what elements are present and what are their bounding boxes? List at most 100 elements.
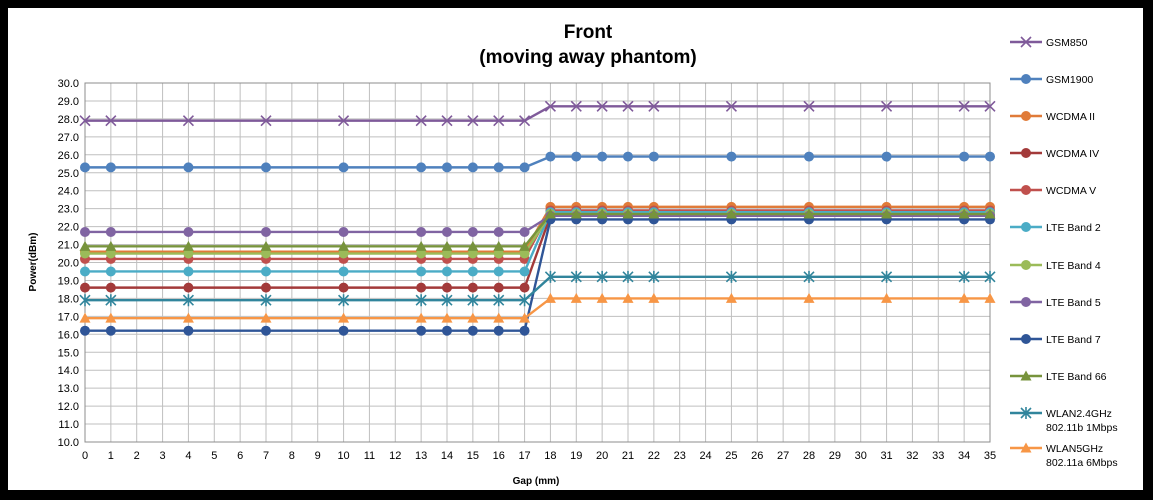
y-tick-label: 15.0 [58, 347, 79, 359]
data-point [648, 292, 660, 303]
data-point [519, 162, 530, 173]
x-tick-label: 34 [958, 450, 970, 462]
x-tick-label: 28 [803, 450, 815, 462]
data-point [648, 208, 660, 219]
x-tick-label: 20 [596, 450, 608, 462]
data-point [182, 115, 194, 127]
x-tick-label: 33 [932, 450, 944, 462]
data-point [416, 162, 427, 173]
data-point [519, 312, 531, 323]
data-point [803, 292, 815, 303]
y-tick-label: 17.0 [58, 311, 79, 323]
y-tick-label: 29.0 [58, 96, 79, 108]
data-point [519, 240, 531, 251]
data-point [596, 270, 608, 283]
data-point [467, 294, 479, 307]
legend-label: 802.11a 6Mbps [1046, 457, 1118, 469]
data-point [338, 294, 350, 307]
data-point [493, 325, 504, 336]
data-point [984, 208, 996, 219]
data-point [441, 115, 453, 127]
data-point [493, 294, 505, 307]
data-point [1021, 260, 1031, 270]
data-point [105, 294, 117, 307]
series-line [79, 270, 996, 307]
data-point [597, 151, 608, 162]
legend-entry: WCDMA II [1010, 111, 1095, 123]
legend-label: LTE Band 7 [1046, 334, 1101, 346]
legend-label: LTE Band 2 [1046, 222, 1101, 234]
data-point [415, 115, 427, 127]
data-point [105, 240, 117, 251]
x-tick-label: 9 [315, 450, 321, 462]
legend-label: 802.11b 1Mbps [1046, 422, 1118, 434]
legend-label: GSM850 [1046, 37, 1088, 49]
data-point [803, 208, 815, 219]
legend-entry: GSM850 [1010, 36, 1088, 49]
data-point [441, 240, 453, 251]
data-point [442, 282, 452, 293]
data-point [519, 282, 530, 293]
data-point [80, 325, 90, 336]
data-point [442, 162, 452, 173]
data-point [183, 226, 194, 237]
legend-entry: LTE Band 5 [1010, 297, 1101, 309]
data-point [442, 266, 452, 277]
data-point [260, 294, 272, 307]
data-point [442, 325, 452, 336]
data-point [415, 294, 427, 307]
data-point [958, 270, 970, 283]
data-point [1020, 36, 1032, 48]
x-tick-label: 6 [237, 450, 243, 462]
data-point [80, 266, 90, 277]
chart-frame: Front (moving away phantom) Gap (mm) Pow… [6, 6, 1145, 492]
data-point [881, 270, 893, 283]
data-point [493, 282, 504, 293]
x-tick-label: 15 [467, 450, 479, 462]
data-point [80, 162, 90, 173]
series-path [85, 105, 990, 122]
x-tick-label: 1 [108, 450, 114, 462]
data-point [79, 294, 91, 307]
data-point [803, 270, 815, 283]
data-point [338, 282, 349, 293]
data-point [261, 282, 271, 293]
data-point [803, 100, 815, 112]
chart-subtitle: (moving away phantom) [479, 47, 696, 68]
data-point [416, 226, 427, 237]
data-point [416, 325, 427, 336]
legend-entry: LTE Band 66 [1010, 370, 1107, 383]
data-point [261, 266, 271, 277]
data-point [622, 100, 634, 112]
data-point [648, 151, 659, 162]
data-point [1021, 185, 1031, 195]
data-point [416, 266, 427, 277]
y-tick-label: 19.0 [58, 275, 79, 287]
data-point [984, 270, 996, 283]
data-point [260, 312, 272, 323]
series-path [85, 214, 990, 234]
x-tick-label: 23 [674, 450, 686, 462]
data-point [570, 270, 582, 283]
data-point [260, 240, 272, 251]
data-point [105, 325, 116, 336]
data-point [519, 226, 530, 237]
series-line [79, 100, 996, 127]
x-tick-label: 21 [622, 450, 634, 462]
y-tick-label: 11.0 [58, 419, 79, 431]
data-point [623, 151, 633, 162]
data-point [79, 312, 91, 323]
data-point [648, 270, 660, 283]
data-point [467, 325, 478, 336]
data-point [596, 292, 608, 303]
data-point [467, 282, 478, 293]
data-point [544, 270, 556, 283]
data-point [958, 292, 970, 303]
y-tick-label: 27.0 [58, 132, 79, 144]
y-tick-label: 26.0 [58, 150, 79, 162]
y-tick-label: 14.0 [58, 365, 79, 377]
data-point [105, 266, 116, 277]
series-path [85, 218, 990, 332]
y-tick-label: 24.0 [58, 186, 79, 198]
data-point [958, 208, 970, 219]
